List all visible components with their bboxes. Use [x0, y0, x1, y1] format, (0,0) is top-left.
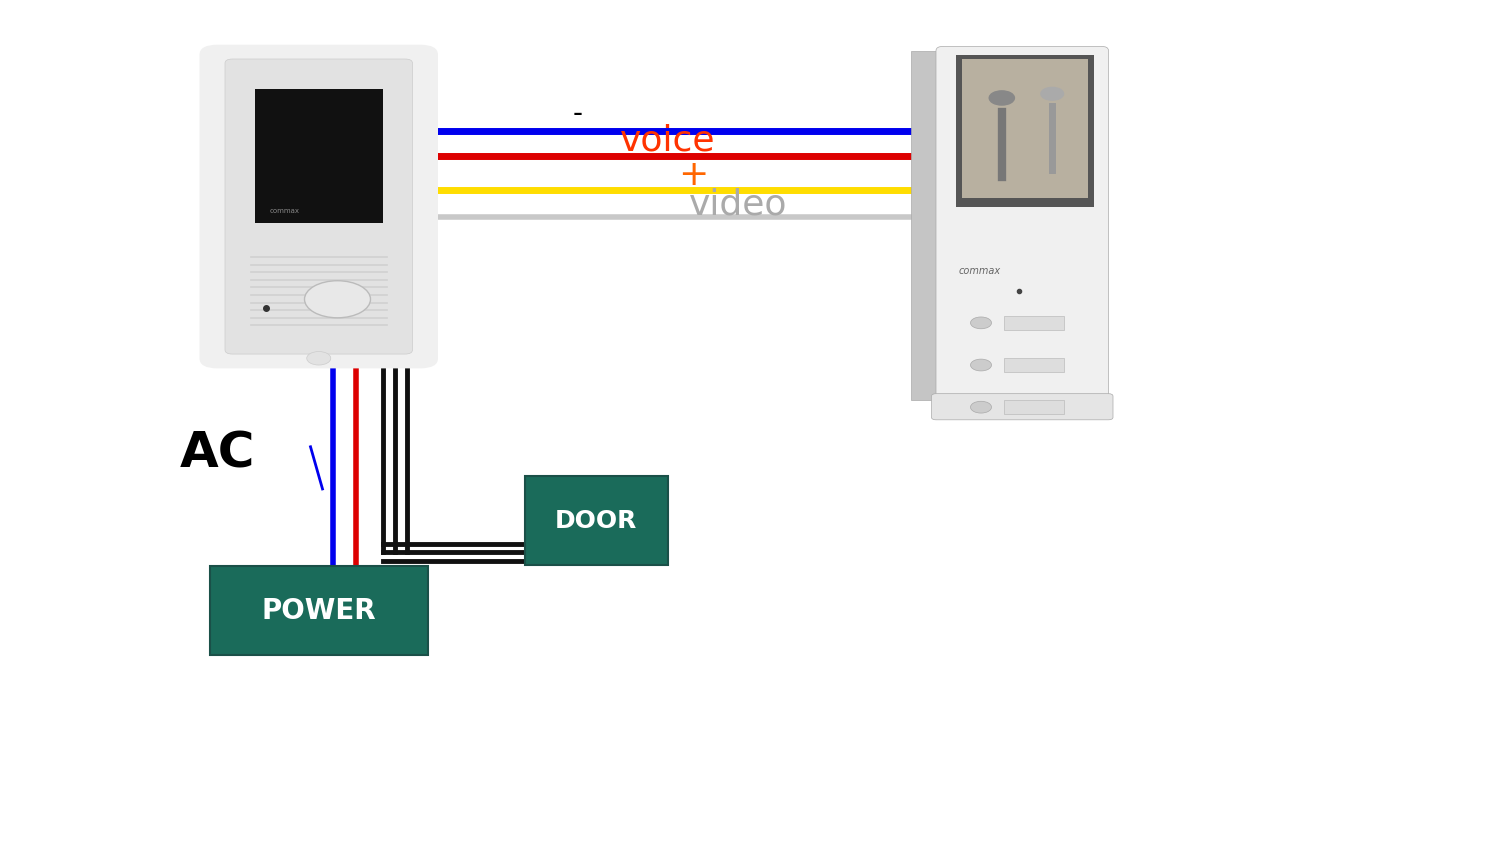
- Bar: [1004, 358, 1064, 372]
- Bar: [1004, 316, 1064, 330]
- Text: commax: commax: [958, 266, 1000, 276]
- Text: POWER: POWER: [261, 597, 376, 625]
- Bar: [956, 55, 1094, 207]
- FancyBboxPatch shape: [936, 46, 1108, 405]
- Text: DOOR: DOOR: [555, 508, 638, 533]
- Circle shape: [988, 91, 1014, 105]
- Circle shape: [304, 281, 370, 318]
- Text: video: video: [688, 188, 788, 222]
- Bar: [525, 476, 668, 565]
- Text: commax: commax: [270, 208, 300, 214]
- Bar: [910, 51, 944, 400]
- Bar: [210, 566, 428, 655]
- Circle shape: [306, 352, 330, 365]
- Text: AC: AC: [180, 430, 255, 478]
- Circle shape: [1041, 88, 1064, 100]
- Bar: [962, 59, 1088, 198]
- FancyBboxPatch shape: [932, 394, 1113, 420]
- Text: -: -: [573, 99, 582, 128]
- FancyBboxPatch shape: [200, 45, 438, 368]
- Circle shape: [970, 317, 992, 329]
- Circle shape: [970, 359, 992, 371]
- Bar: [1004, 400, 1064, 414]
- Bar: [255, 89, 382, 223]
- Text: voice: voice: [620, 124, 716, 158]
- Text: +: +: [678, 158, 708, 192]
- FancyBboxPatch shape: [225, 59, 412, 354]
- Circle shape: [970, 401, 992, 413]
